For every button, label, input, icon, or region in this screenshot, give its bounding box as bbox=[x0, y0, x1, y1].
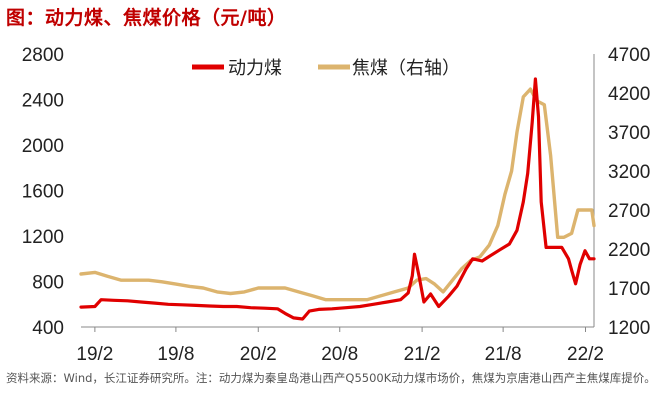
y-left-tick-label: 1200 bbox=[22, 227, 64, 248]
y-right-tick-label: 3200 bbox=[608, 162, 650, 183]
y-right-tick-label: 1200 bbox=[608, 318, 650, 339]
y-right-tick-label: 4700 bbox=[608, 45, 650, 66]
x-tick-label: 20/2 bbox=[240, 344, 277, 365]
y-right-tick-label: 2200 bbox=[608, 240, 650, 261]
y-right-tick-label: 3700 bbox=[608, 123, 650, 144]
tick-labels: 400 800 1200 1600 2000 2400 2800 1200 1700 2200 27… bbox=[22, 45, 651, 365]
y-right-tick-label: 4200 bbox=[608, 84, 650, 105]
x-tick-label: 19/2 bbox=[76, 344, 113, 365]
legend-label-thermal: 动力煤 bbox=[228, 58, 282, 79]
y-left-tick-label: 2400 bbox=[22, 91, 64, 112]
y-left-tick-label: 2800 bbox=[22, 45, 64, 66]
legend: 动力煤 焦煤（右轴） bbox=[192, 58, 460, 79]
x-tick-label: 19/8 bbox=[157, 344, 194, 365]
y-left-tick-label: 800 bbox=[32, 273, 64, 294]
source-note: 资料来源：Wind，长江证券研究所。注：动力煤为秦皇岛港山西产Q5500K动力煤… bbox=[6, 371, 656, 385]
legend-label-coking: 焦煤（右轴） bbox=[352, 58, 460, 79]
chart-title: 图：动力煤、焦煤价格（元/吨） bbox=[6, 7, 287, 29]
x-tick-label: 20/8 bbox=[321, 344, 358, 365]
y-right-tick-label: 2700 bbox=[608, 201, 650, 222]
series-line-coking-coal bbox=[79, 87, 596, 302]
x-tick-label: 22/2 bbox=[567, 344, 604, 365]
series-line-thermal-coal bbox=[79, 77, 596, 321]
y-left-tick-label: 400 bbox=[32, 318, 64, 339]
y-left-tick-label: 1600 bbox=[22, 182, 64, 203]
chart-area: 400 800 1200 1600 2000 2400 2800 1200 1700 2200 27… bbox=[22, 45, 651, 365]
y-left-tick-label: 2000 bbox=[22, 136, 64, 157]
series-lines bbox=[79, 77, 596, 321]
y-right-tick-label: 1700 bbox=[608, 279, 650, 300]
x-tick-label: 21/2 bbox=[404, 344, 441, 365]
axes bbox=[81, 54, 595, 328]
x-tick-label: 21/8 bbox=[485, 344, 522, 365]
